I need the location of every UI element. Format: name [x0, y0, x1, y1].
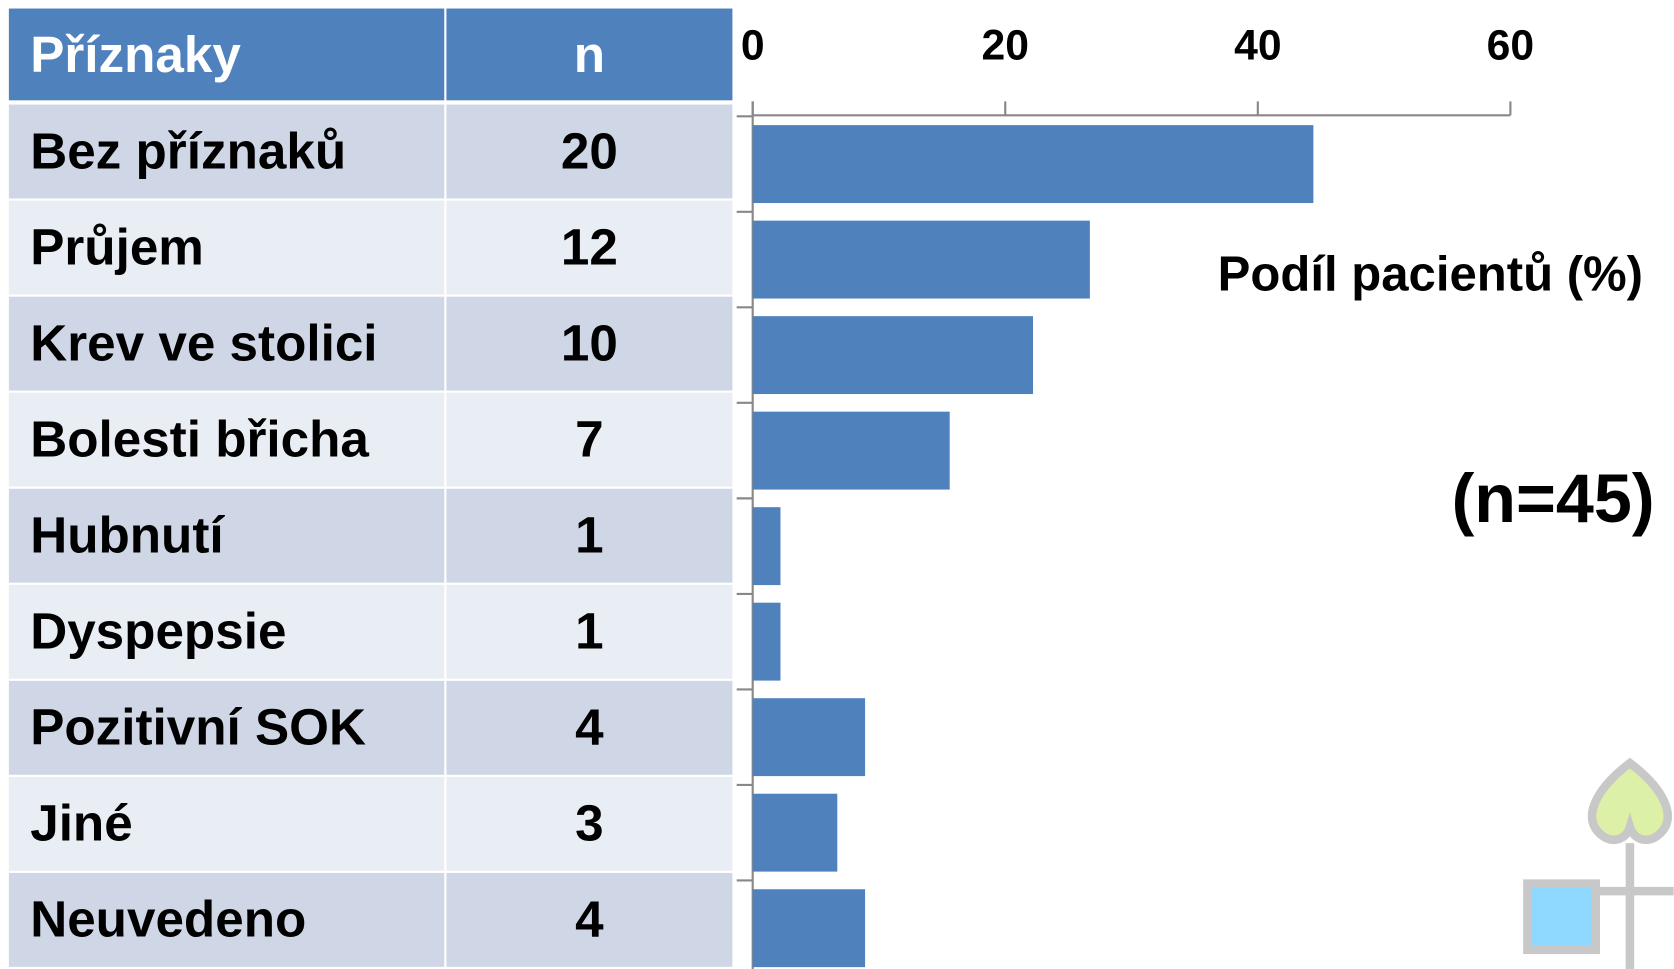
count-label: 12: [561, 218, 618, 275]
table-cell: [446, 872, 733, 967]
symptom-label: Hubnutí: [30, 506, 225, 563]
symptom-label: Krev ve stolici: [30, 314, 377, 371]
count-label: 4: [575, 699, 604, 756]
table-cell: [446, 392, 733, 487]
count-label: 1: [575, 603, 604, 660]
x-tick-label: 20: [982, 21, 1029, 69]
count-label: 3: [575, 795, 604, 852]
table-cell: [8, 296, 445, 391]
table-cell: [446, 296, 733, 391]
bar: [752, 698, 866, 777]
x-tick-label: 0: [741, 21, 765, 69]
bar: [752, 793, 838, 872]
count-label: 7: [575, 410, 604, 467]
table-cell: [8, 392, 445, 487]
header-cell: [446, 8, 733, 101]
symptom-label: Bolesti břicha: [30, 410, 369, 467]
count-label: 20: [561, 122, 618, 179]
axis-title: Podíl pacientů (%): [1218, 247, 1643, 301]
symptom-label: Průjem: [30, 218, 204, 275]
table-cell: [446, 104, 733, 199]
annotation: (n=45): [1452, 461, 1655, 537]
x-tick-label: 40: [1234, 21, 1281, 69]
bar: [752, 411, 950, 490]
symptom-label: Bez příznaků: [30, 122, 346, 179]
table-cell: [446, 584, 733, 679]
table-cell: [446, 680, 733, 775]
table-cell: [8, 872, 445, 967]
bar: [752, 316, 1034, 395]
table-cell: [8, 104, 445, 199]
symptom-label: Neuvedeno: [30, 891, 306, 948]
logo: [1523, 757, 1674, 969]
header-cell: [8, 8, 445, 101]
symptom-label: Jiné: [30, 795, 133, 852]
bar: [752, 220, 1090, 299]
table-cell: [8, 488, 445, 583]
table-cell: [446, 200, 733, 295]
count-label: 10: [561, 314, 618, 371]
symptom-label: Dyspepsie: [30, 603, 286, 660]
count-label: 1: [575, 506, 604, 563]
bar: [752, 507, 781, 586]
table-cell: [446, 776, 733, 871]
bar: [752, 125, 1314, 204]
table-cell: [8, 200, 445, 295]
header-label: n: [574, 26, 605, 83]
bar: [752, 889, 866, 968]
bar: [752, 602, 781, 681]
header-label: Příznaky: [30, 26, 241, 83]
x-tick-label: 60: [1487, 21, 1534, 69]
table-cell: [446, 488, 733, 583]
table-cell: [8, 776, 445, 871]
count-label: 4: [575, 891, 604, 948]
symptom-label: Pozitivní SOK: [30, 699, 366, 756]
table-cell: [8, 584, 445, 679]
table-cell: [8, 680, 445, 775]
